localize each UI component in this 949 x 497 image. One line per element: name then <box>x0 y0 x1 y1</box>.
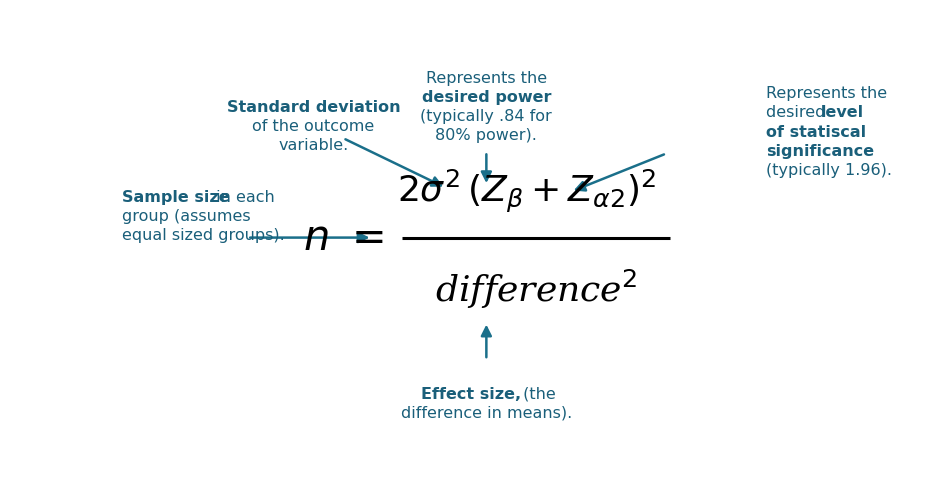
Text: of the outcome: of the outcome <box>252 119 375 134</box>
Text: $n\ =$: $n\ =$ <box>303 217 383 258</box>
Text: Standard deviation: Standard deviation <box>227 100 400 115</box>
Text: level: level <box>820 105 864 120</box>
Text: variable.: variable. <box>278 138 348 153</box>
Text: desired: desired <box>766 105 830 120</box>
Text: Sample size: Sample size <box>122 190 230 205</box>
Text: 80% power).: 80% power). <box>436 128 537 143</box>
Text: (the: (the <box>517 387 555 402</box>
Text: in each: in each <box>211 190 274 205</box>
Text: Effect size,: Effect size, <box>421 387 521 402</box>
Text: group (assumes: group (assumes <box>122 209 251 224</box>
Text: Represents the: Represents the <box>766 86 887 101</box>
Text: difference$^2$: difference$^2$ <box>436 268 638 311</box>
Text: desired power: desired power <box>421 90 551 105</box>
Text: equal sized groups).: equal sized groups). <box>122 228 285 243</box>
Text: significance: significance <box>766 144 874 159</box>
Text: difference in means).: difference in means). <box>400 406 572 421</box>
Text: (typically 1.96).: (typically 1.96). <box>766 163 892 178</box>
Text: (typically .84 for: (typically .84 for <box>420 109 552 124</box>
Text: of statiscal: of statiscal <box>766 125 866 140</box>
Text: Represents the: Represents the <box>426 71 547 86</box>
Text: $2\sigma^2\,(Z_{\beta}+Z_{\alpha 2})^2$: $2\sigma^2\,(Z_{\beta}+Z_{\alpha 2})^2$ <box>397 168 657 215</box>
